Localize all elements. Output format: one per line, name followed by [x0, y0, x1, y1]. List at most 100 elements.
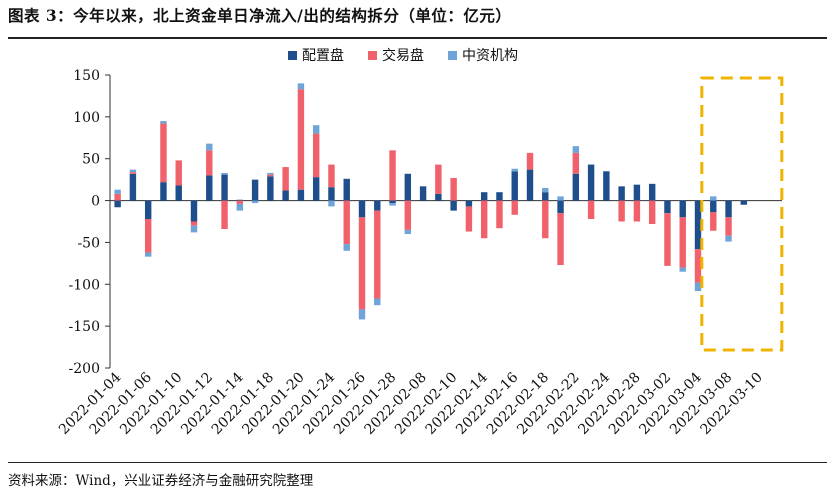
series-allocation-bar	[144, 200, 152, 219]
series-trading-bar	[129, 172, 137, 174]
series-trading-bar	[404, 200, 412, 230]
y-tick-label: 100	[73, 110, 100, 126]
source-rule	[8, 462, 827, 463]
bars-layer	[114, 83, 748, 320]
series-chinese-broker-bar	[557, 196, 564, 201]
series-chinese-broker-bar	[206, 143, 213, 151]
series-trading-bar	[526, 152, 534, 170]
series-chinese-broker-bar	[572, 146, 580, 153]
series-chinese-broker-bar	[297, 83, 305, 90]
series-allocation-bar	[251, 179, 259, 201]
y-tick-label: -50	[77, 235, 100, 251]
series-chinese-broker-bar	[710, 196, 717, 201]
legend-label: 配置盘	[302, 47, 344, 64]
series-allocation-bar	[511, 171, 518, 201]
legend: 配置盘 交易盘 中资机构	[288, 47, 518, 64]
series-trading-bar	[297, 89, 305, 190]
title-rule	[8, 37, 827, 39]
series-chinese-broker-bar	[221, 172, 228, 175]
source-note: 资料来源：Wind，兴业证券经济与金融研究院整理	[8, 473, 314, 489]
series-trading-bar	[160, 123, 167, 183]
y-tick-label: -150	[69, 319, 100, 335]
series-allocation-bar	[587, 164, 595, 201]
series-trading-bar	[343, 200, 350, 245]
y-tick-label: 150	[73, 68, 100, 84]
series-allocation-bar	[450, 200, 457, 211]
series-allocation-bar	[496, 192, 503, 201]
series-allocation-bar	[236, 199, 244, 201]
series-trading-bar	[679, 217, 686, 268]
series-allocation-bar	[190, 200, 198, 222]
series-trading-bar	[175, 160, 182, 186]
series-chinese-broker-bar	[343, 244, 350, 251]
series-chinese-broker-bar	[389, 203, 396, 206]
series-allocation-bar	[419, 186, 427, 201]
series-chinese-broker-bar	[511, 168, 518, 172]
series-allocation-bar	[389, 200, 396, 204]
series-allocation-bar	[710, 200, 717, 213]
series-trading-bar	[664, 213, 671, 266]
series-allocation-bar	[572, 173, 580, 201]
series-chinese-broker-bar	[542, 188, 549, 193]
series-trading-bar	[511, 200, 518, 215]
series-allocation-bar	[343, 178, 350, 201]
series-trading-bar	[328, 164, 335, 188]
series-allocation-bar	[435, 193, 442, 201]
series-allocation-bar	[740, 200, 748, 205]
series-trading-bar	[465, 206, 473, 232]
series-trading-bar	[374, 210, 381, 299]
series-chinese-broker-bar	[144, 252, 152, 257]
series-allocation-bar	[725, 200, 732, 218]
series-chinese-broker-bar	[267, 172, 274, 175]
series-trading-bar	[267, 174, 274, 177]
series-allocation-bar	[312, 177, 320, 201]
series-allocation-bar	[175, 185, 182, 201]
y-tick-label: -100	[69, 277, 100, 293]
series-allocation-bar	[297, 189, 305, 201]
series-chinese-broker-bar	[679, 267, 686, 272]
legend-swatch	[368, 51, 377, 60]
y-tick-label: 50	[82, 152, 100, 168]
series-trading-bar	[190, 221, 198, 226]
stacked-bar-chart: 150 100 50 0 -50 -100 -150 -200 配置盘 交易盘 中资机构 2022…	[56, 47, 784, 438]
series-allocation-bar	[648, 183, 656, 201]
series-chinese-broker-bar	[328, 200, 335, 207]
series-chinese-broker-bar	[190, 225, 198, 233]
series-chinese-broker-bar	[404, 229, 412, 235]
series-chinese-broker-bar	[725, 235, 732, 242]
series-trading-bar	[587, 200, 595, 219]
series-allocation-bar	[633, 184, 641, 201]
series-trading-bar	[312, 133, 320, 178]
series-allocation-bar	[267, 176, 274, 201]
series-trading-bar	[435, 164, 442, 194]
series-allocation-bar	[694, 200, 702, 250]
series-trading-bar	[710, 212, 717, 231]
series-trading-bar	[557, 213, 564, 266]
series-allocation-bar	[557, 200, 564, 214]
series-allocation-bar	[542, 192, 549, 201]
series-trading-bar	[358, 217, 366, 310]
series-allocation-bar	[465, 200, 473, 207]
series-allocation-bar	[679, 200, 686, 218]
legend-swatch	[448, 51, 457, 60]
legend-label: 交易盘	[382, 47, 424, 64]
series-trading-bar	[450, 177, 457, 201]
series-trading-bar	[633, 200, 641, 222]
series-trading-bar	[694, 249, 702, 283]
series-trading-bar	[572, 152, 580, 174]
series-trading-bar	[221, 200, 228, 230]
series-chinese-broker-bar	[694, 282, 702, 291]
series-trading-bar	[618, 200, 625, 222]
series-trading-bar	[480, 200, 488, 239]
series-allocation-bar	[358, 200, 366, 218]
series-chinese-broker-bar	[312, 125, 320, 134]
y-tick-label: -200	[69, 361, 100, 377]
legend-swatch	[288, 51, 297, 60]
series-allocation-bar	[480, 192, 488, 201]
series-allocation-bar	[618, 186, 625, 201]
series-allocation-bar	[664, 200, 671, 214]
series-trading-bar	[144, 218, 152, 253]
axes-layer: 150 100 50 0 -50 -100 -150 -200	[69, 68, 782, 377]
series-chinese-broker-bar	[236, 203, 244, 211]
series-chinese-broker-bar	[129, 169, 137, 173]
